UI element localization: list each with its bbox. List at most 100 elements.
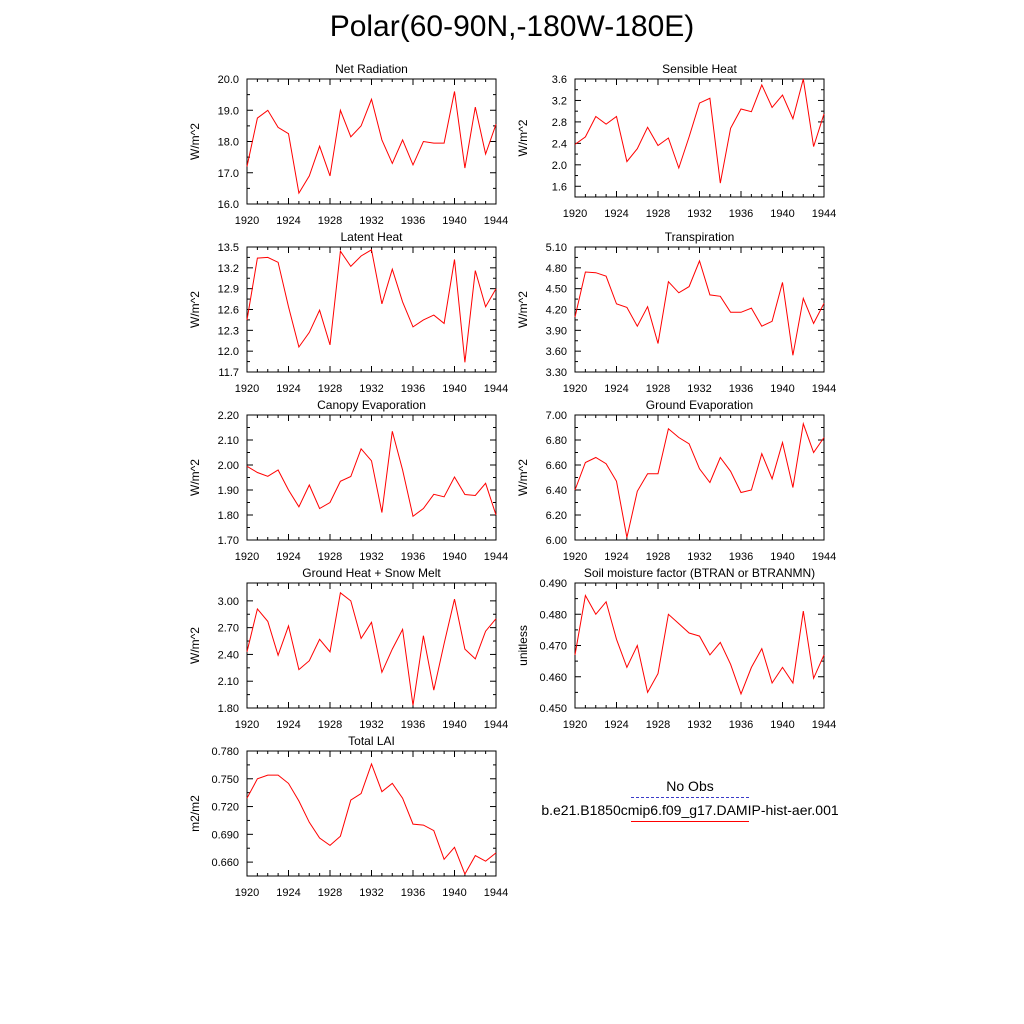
y-tick-label: 0.470 [539, 641, 567, 653]
y-axis-label: unitless [516, 625, 530, 666]
series-line [574, 259, 825, 356]
plot-frame [574, 78, 825, 198]
y-tick-label: 3.90 [546, 325, 567, 337]
x-tick-label: 1940 [770, 208, 794, 220]
y-axis-label: W/m^2 [188, 123, 202, 160]
y-tick-label: 0.660 [211, 857, 239, 869]
x-tick-label: 1920 [235, 887, 259, 899]
x-tick-label: 1928 [318, 551, 342, 563]
x-tick-label: 1924 [276, 887, 300, 899]
legend: No Obs b.e21.B1850cmip6.f09_g17.DAMIP-hi… [520, 778, 860, 822]
y-tick-label: 0.490 [539, 578, 567, 590]
y-tick-label: 1.90 [218, 485, 239, 497]
x-tick-label: 1940 [442, 551, 466, 563]
x-tick-label: 1940 [442, 719, 466, 731]
y-tick-label: 2.00 [218, 460, 239, 472]
series-line [246, 431, 497, 518]
y-tick-label: 2.70 [218, 623, 239, 635]
y-tick-label: 0.480 [539, 609, 567, 621]
x-tick-label: 1940 [770, 383, 794, 395]
x-tick-label: 1924 [276, 551, 300, 563]
x-tick-label: 1944 [484, 383, 508, 395]
x-tick-label: 1944 [812, 208, 836, 220]
chart-title: Soil moisture factor (BTRAN or BTRANMN) [584, 566, 815, 580]
x-tick-label: 1920 [563, 208, 587, 220]
chart-panel-4: Transpiration W/m^2 1920 1924 1928 1932 1936 19… [516, 230, 836, 395]
y-tick-label: 2.10 [218, 676, 239, 688]
x-tick-label: 1944 [484, 551, 508, 563]
legend-label-model: b.e21.B1850cmip6.f09_g17.DAMIP-hist-aer.… [541, 802, 839, 818]
chart-panel-2: Sensible Heat W/m^2 1920 1924 1928 1932 1936 19… [516, 62, 836, 220]
x-tick-label: 1920 [563, 719, 587, 731]
x-tick-label: 1928 [646, 551, 670, 563]
chart-title: Canopy Evaporation [317, 398, 426, 412]
x-tick-label: 1940 [442, 215, 466, 227]
x-tick-label: 1936 [729, 208, 753, 220]
y-axis-label: W/m^2 [516, 459, 530, 496]
x-tick-label: 1936 [729, 551, 753, 563]
x-tick-label: 1920 [235, 551, 259, 563]
x-tick-label: 1940 [442, 383, 466, 395]
x-tick-label: 1932 [687, 551, 711, 563]
x-tick-label: 1920 [563, 551, 587, 563]
y-tick-label: 3.30 [546, 367, 567, 379]
y-tick-label: 5.10 [546, 242, 567, 254]
y-tick-label: 0.720 [211, 802, 239, 814]
plot-frame [574, 582, 825, 709]
series-line [246, 91, 497, 195]
series-line [574, 78, 825, 184]
y-tick-label: 13.5 [218, 242, 239, 254]
series-line [246, 249, 497, 363]
series-line [246, 591, 497, 706]
y-tick-label: 6.40 [546, 485, 567, 497]
y-axis-label: W/m^2 [188, 459, 202, 496]
x-tick-label: 1928 [318, 719, 342, 731]
y-tick-label: 6.80 [546, 435, 567, 447]
y-tick-label: 3.00 [218, 596, 239, 608]
x-tick-label: 1936 [729, 383, 753, 395]
y-tick-label: 0.460 [539, 672, 567, 684]
y-axis-label: m2/m2 [188, 795, 202, 832]
chart-title: Transpiration [665, 230, 735, 244]
plot-frame [246, 78, 497, 205]
x-tick-label: 1932 [359, 887, 383, 899]
chart-panel-6: Ground Evaporation W/m^2 1920 1924 1928 1932 1… [516, 398, 836, 563]
y-tick-label: 1.6 [552, 181, 567, 193]
x-tick-label: 1932 [359, 719, 383, 731]
x-tick-label: 1944 [812, 719, 836, 731]
y-axis-label: W/m^2 [516, 291, 530, 328]
legend-line-model [631, 821, 749, 822]
x-tick-label: 1920 [235, 383, 259, 395]
y-tick-label: 2.40 [218, 649, 239, 661]
y-tick-label: 0.450 [539, 703, 567, 715]
y-axis-label: W/m^2 [188, 291, 202, 328]
legend-line-obs [631, 797, 749, 798]
y-tick-label: 19.0 [218, 105, 239, 117]
y-tick-label: 6.60 [546, 460, 567, 472]
x-tick-label: 1944 [812, 551, 836, 563]
chart-panel-1: Net Radiation W/m^2 1920 1924 1928 1932 1936 19… [188, 62, 508, 227]
chart-panel-7: Ground Heat + Snow Melt W/m^2 1920 1924 1928… [188, 566, 508, 731]
x-tick-label: 1920 [235, 719, 259, 731]
chart-panel-9: Total LAI m2/m2 1920 1924 1928 1932 1936 1940 19… [188, 734, 508, 899]
x-tick-label: 1928 [318, 215, 342, 227]
chart-title: Ground Heat + Snow Melt [302, 566, 441, 580]
x-tick-label: 1932 [359, 551, 383, 563]
y-tick-label: 12.9 [218, 284, 239, 296]
y-tick-label: 12.3 [218, 325, 239, 337]
x-tick-label: 1924 [276, 215, 300, 227]
x-tick-label: 1944 [484, 887, 508, 899]
y-tick-label: 4.80 [546, 263, 567, 275]
plot-frame [574, 414, 825, 541]
chart-panel-8: Soil moisture factor (BTRAN or BTRANMN) u… [516, 566, 836, 731]
y-tick-label: 12.0 [218, 346, 239, 358]
chart-title: Ground Evaporation [646, 398, 753, 412]
x-tick-label: 1932 [359, 383, 383, 395]
x-tick-label: 1920 [235, 215, 259, 227]
x-tick-label: 1928 [318, 887, 342, 899]
figure-title: Polar(60-90N,-180W-180E) [329, 10, 695, 43]
y-tick-label: 2.4 [552, 138, 567, 150]
y-tick-label: 3.2 [552, 95, 567, 107]
x-tick-label: 1940 [770, 719, 794, 731]
